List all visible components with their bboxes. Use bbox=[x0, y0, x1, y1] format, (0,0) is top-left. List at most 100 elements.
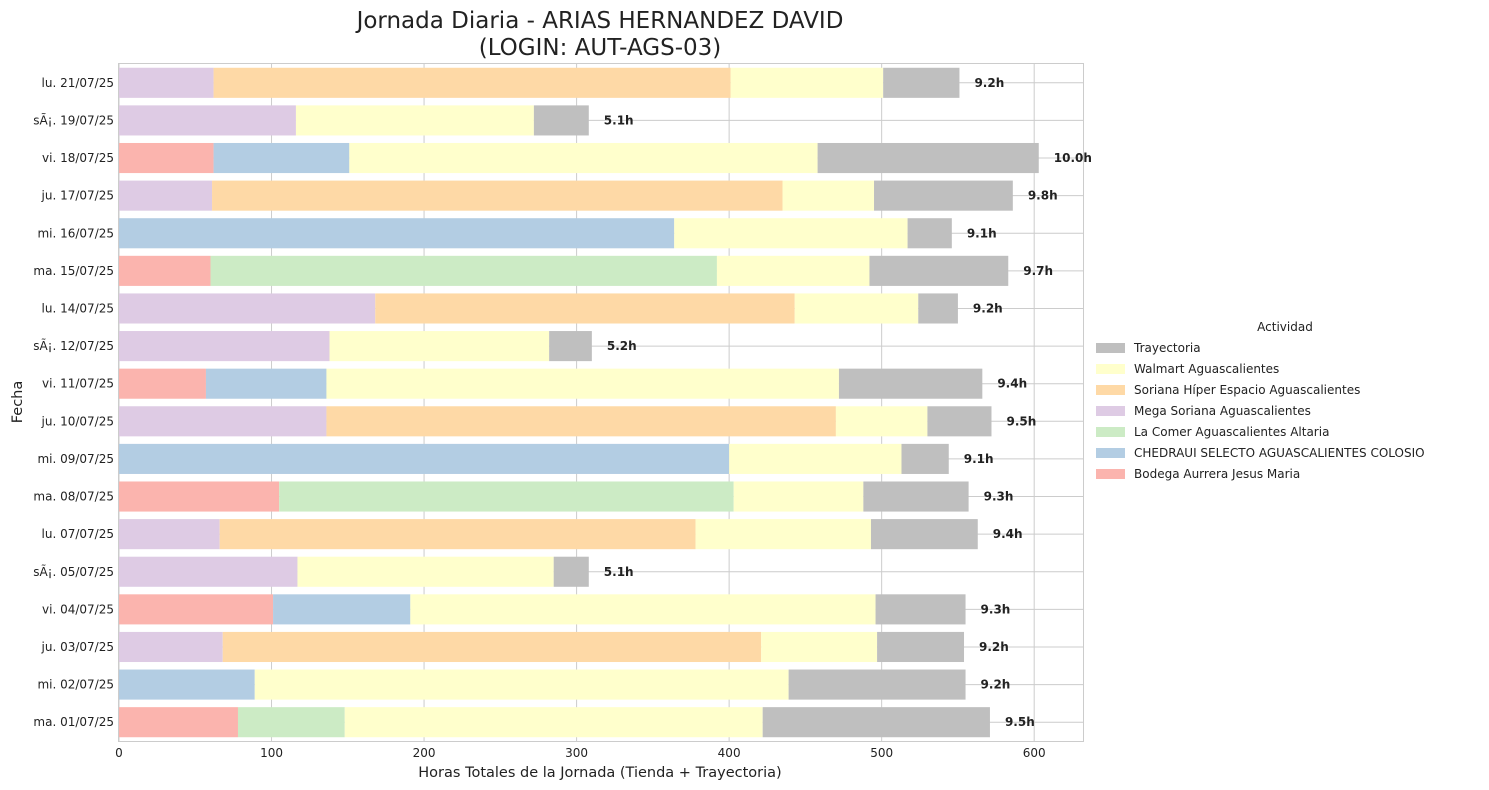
bar-segment bbox=[119, 707, 238, 738]
bar-segment bbox=[119, 519, 220, 550]
bar-segment bbox=[410, 594, 876, 625]
bar-segment bbox=[553, 556, 589, 587]
total-label: 9.8h bbox=[1028, 189, 1058, 203]
total-label: 10.0h bbox=[1054, 151, 1092, 165]
chart-title: Jornada Diaria - ARIAS HERNANDEZ DAVID bbox=[355, 8, 844, 34]
bar-segment bbox=[119, 669, 255, 700]
bar-segment bbox=[874, 180, 1013, 211]
y-tick-label: sÃ¡. 12/07/25 bbox=[33, 338, 114, 353]
y-tick-label: ju. 17/07/25 bbox=[41, 189, 114, 203]
total-label: 9.5h bbox=[1006, 414, 1036, 428]
y-tick-label: ju. 03/07/25 bbox=[41, 640, 114, 654]
bar-segment bbox=[119, 631, 223, 663]
legend-entry: Walmart Aguascalientes bbox=[1134, 362, 1279, 376]
legend-entry: Soriana Híper Espacio Aguascalientes bbox=[1134, 383, 1360, 397]
bar-segment bbox=[119, 218, 675, 249]
bar-segment bbox=[295, 105, 534, 136]
bar-segment bbox=[210, 255, 717, 286]
bar-segment bbox=[119, 331, 330, 362]
bar-segment bbox=[326, 406, 836, 437]
total-label: 9.1h bbox=[964, 452, 994, 466]
x-tick-label: 100 bbox=[260, 746, 283, 760]
y-tick-label: mi. 09/07/25 bbox=[37, 452, 114, 466]
bar-segment bbox=[237, 707, 345, 738]
legend-entry: Mega Soriana Aguascalientes bbox=[1134, 404, 1311, 418]
bars bbox=[119, 67, 1039, 738]
total-label: 9.3h bbox=[981, 602, 1011, 616]
bar-segment bbox=[119, 67, 214, 98]
bar-segment bbox=[733, 481, 864, 512]
legend-swatch bbox=[1096, 406, 1125, 416]
bar-segment bbox=[297, 556, 554, 587]
total-label: 9.7h bbox=[1023, 264, 1053, 278]
bar-segment bbox=[326, 368, 839, 399]
x-tick-label: 400 bbox=[718, 746, 741, 760]
bar-segment bbox=[205, 368, 327, 399]
total-label: 5.1h bbox=[604, 565, 634, 579]
bar-segment bbox=[119, 368, 206, 399]
x-tick-label: 600 bbox=[1023, 746, 1046, 760]
bar-segment bbox=[119, 594, 274, 625]
y-tick-label: ju. 10/07/25 bbox=[41, 414, 114, 428]
bar-segment bbox=[927, 406, 992, 437]
bar-segment bbox=[119, 105, 296, 136]
bar-segment bbox=[716, 255, 870, 286]
legend-entry: La Comer Aguascalientes Altaria bbox=[1134, 425, 1329, 439]
x-tick-label: 0 bbox=[115, 746, 123, 760]
x-tick-label: 500 bbox=[870, 746, 893, 760]
x-tick-label: 200 bbox=[413, 746, 436, 760]
bar-segment bbox=[349, 142, 818, 174]
total-label: 9.4h bbox=[993, 527, 1023, 541]
bar-segment bbox=[901, 443, 949, 474]
legend-entry: Bodega Aurrera Jesus Maria bbox=[1134, 467, 1300, 481]
total-label: 9.2h bbox=[981, 678, 1011, 692]
x-axis-label: Horas Totales de la Jornada (Tienda + Tr… bbox=[418, 765, 781, 781]
total-labels: 9.2h 5.1h 10.0h 9.8h 9.1h 9.7h 9.2h 5.2h 9.4h 9.5… bbox=[604, 76, 1092, 729]
bar-segment bbox=[219, 519, 696, 550]
y-tick-label: ma. 08/07/25 bbox=[33, 490, 114, 504]
bar-segment bbox=[838, 368, 983, 399]
y-tick-label: lu. 14/07/25 bbox=[42, 301, 114, 315]
bar-segment bbox=[119, 142, 214, 174]
bar-segment bbox=[788, 669, 966, 700]
bar-segment bbox=[875, 594, 966, 625]
bar-segment bbox=[794, 293, 919, 324]
bar-segment bbox=[695, 519, 871, 550]
bar-segment bbox=[213, 142, 350, 174]
bar-segment bbox=[549, 331, 592, 362]
bar-segment bbox=[273, 594, 411, 625]
bar-segment bbox=[212, 180, 783, 211]
bar-segment bbox=[119, 556, 298, 587]
bar-segment bbox=[729, 443, 902, 474]
plot-frame bbox=[118, 63, 1084, 742]
y-tick-label: lu. 07/07/25 bbox=[42, 527, 114, 541]
bar-segment bbox=[817, 142, 1039, 174]
total-label: 9.5h bbox=[1005, 715, 1035, 729]
y-tick-label: ma. 01/07/25 bbox=[33, 715, 114, 729]
y-tick-label: vi. 04/07/25 bbox=[42, 602, 114, 616]
bar-segment bbox=[213, 67, 731, 98]
y-tick-labels: lu. 21/07/25 sÃ¡. 19/07/25 vi. 18/07/25 ju.… bbox=[33, 76, 114, 729]
bar-segment bbox=[119, 481, 280, 512]
bar-segment bbox=[119, 293, 376, 324]
y-tick-label: sÃ¡. 05/07/25 bbox=[33, 564, 114, 579]
bar-segment bbox=[907, 218, 952, 249]
total-label: 9.2h bbox=[974, 76, 1004, 90]
bar-segment bbox=[782, 180, 875, 211]
bar-segment bbox=[877, 631, 965, 663]
bar-segment bbox=[883, 67, 960, 98]
legend-swatch bbox=[1096, 469, 1125, 479]
legend-swatch bbox=[1096, 343, 1125, 353]
bar-segment bbox=[869, 255, 1009, 286]
legend-entry: CHEDRAUI SELECTO AGUASCALIENTES COLOSIO bbox=[1134, 446, 1425, 460]
legend-entry: Trayectoria bbox=[1133, 341, 1201, 355]
bar-segment bbox=[222, 631, 762, 663]
bar-segment bbox=[761, 631, 878, 663]
bar-segment bbox=[918, 293, 958, 324]
y-axis-label: Fecha bbox=[10, 381, 26, 424]
legend-swatch bbox=[1096, 385, 1125, 395]
total-label: 9.4h bbox=[997, 377, 1027, 391]
bar-segment bbox=[119, 255, 211, 286]
bar-segment bbox=[730, 67, 884, 98]
